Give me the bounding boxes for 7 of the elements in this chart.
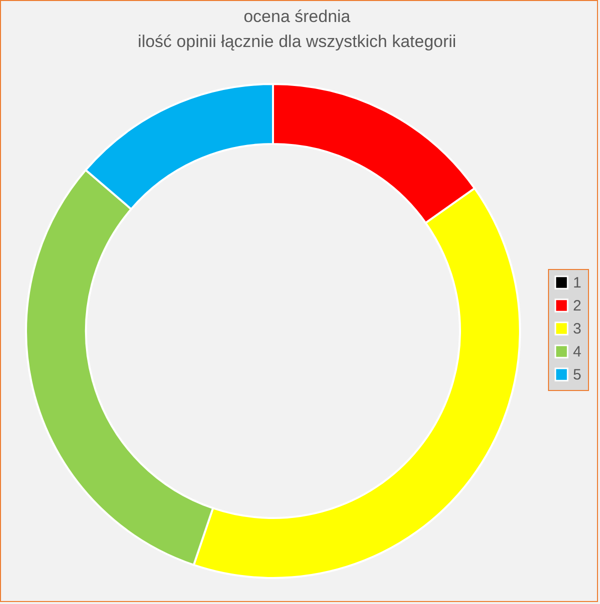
legend-label: 5 bbox=[573, 366, 582, 384]
legend-label: 4 bbox=[573, 344, 582, 360]
legend-label: 2 bbox=[573, 298, 582, 314]
chart-title: ocena średnia bbox=[244, 7, 351, 26]
legend-label: 3 bbox=[573, 320, 582, 338]
legend-label: 1 bbox=[573, 274, 582, 292]
chart-subtitle: ilość opinii łącznie dla wszystkich kategorii bbox=[138, 32, 456, 51]
